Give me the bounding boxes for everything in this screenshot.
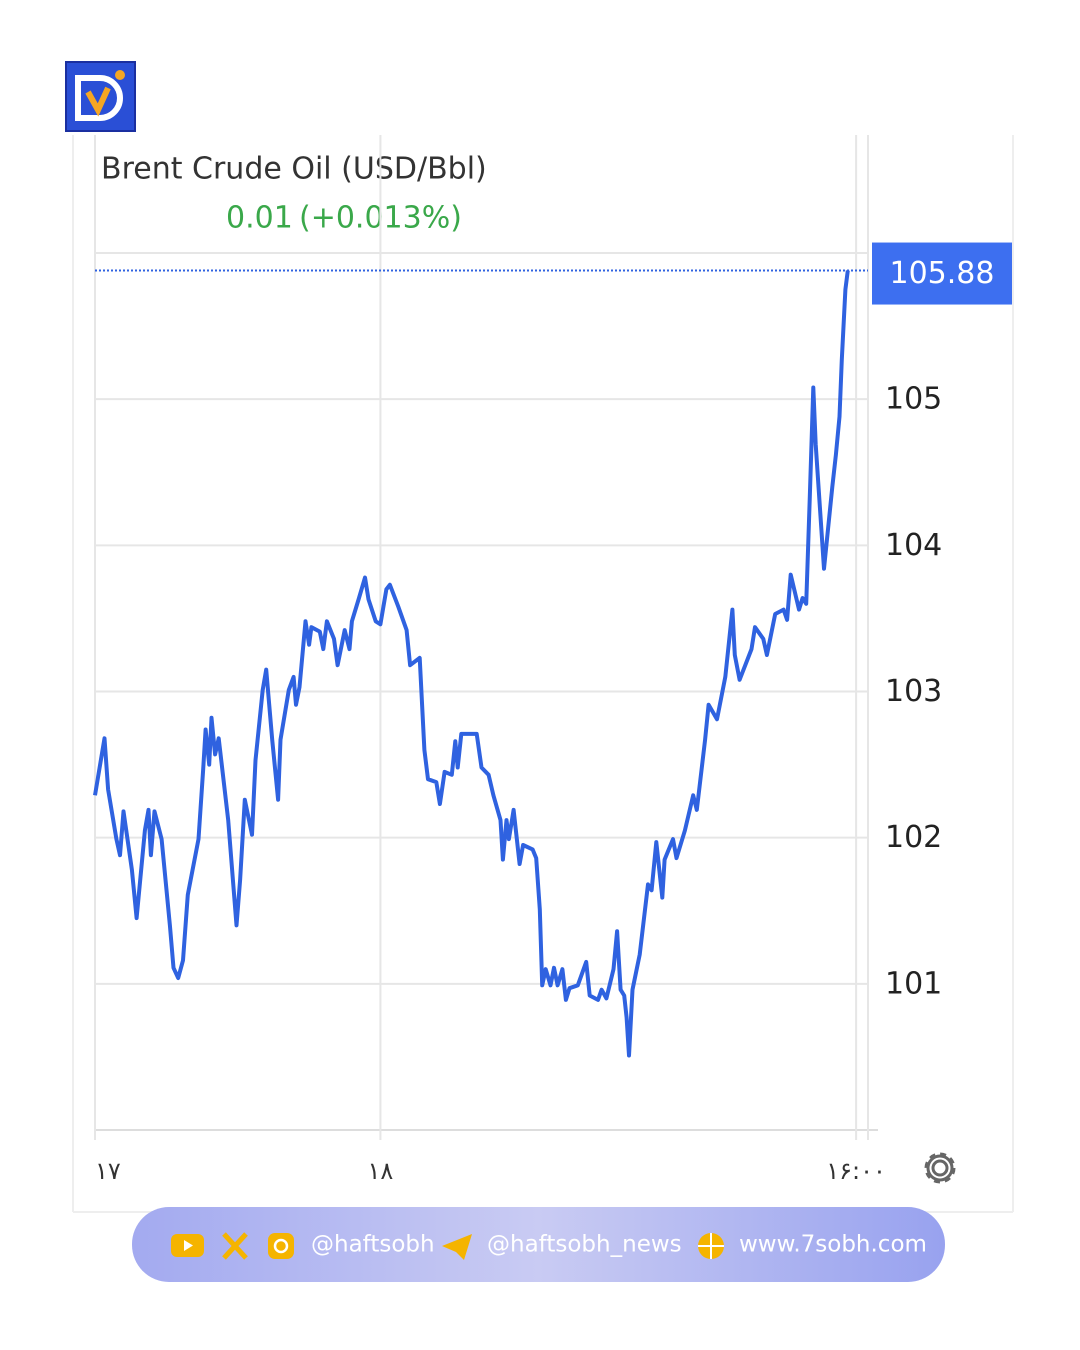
settings-icon[interactable] xyxy=(924,1152,956,1184)
last-price-label: 105.88 xyxy=(890,256,995,291)
x-icon[interactable] xyxy=(222,1232,248,1260)
x-tick-label: ۱۶:۰۰ xyxy=(826,1157,886,1185)
change: 0.01 xyxy=(226,201,293,236)
footer: @haftsobh @haftsobh_news www.7sobh.com xyxy=(132,1207,945,1282)
x-tick-label: ۱۷ xyxy=(95,1157,121,1185)
y-tick-label: 101 xyxy=(885,966,942,1001)
telegram-icon[interactable] xyxy=(442,1234,472,1260)
handle[interactable]: @haftsobh_news xyxy=(487,1232,682,1258)
y-tick-label: 105 xyxy=(885,382,942,417)
handle[interactable]: @haftsobh xyxy=(311,1232,435,1258)
last-price-badge xyxy=(872,242,1012,305)
website[interactable]: www.7sobh.com xyxy=(739,1232,927,1258)
x-tick-label: ۱۸ xyxy=(368,1157,394,1185)
y-tick-label: 102 xyxy=(885,820,942,855)
y-tick-label: 104 xyxy=(885,528,942,563)
price-line xyxy=(93,270,850,1058)
logo xyxy=(65,61,136,132)
instagram-icon[interactable] xyxy=(268,1233,294,1259)
y-tick-label: 103 xyxy=(885,674,942,709)
chart-title: Brent Crude Oil (USD/Bbl) xyxy=(101,152,487,187)
